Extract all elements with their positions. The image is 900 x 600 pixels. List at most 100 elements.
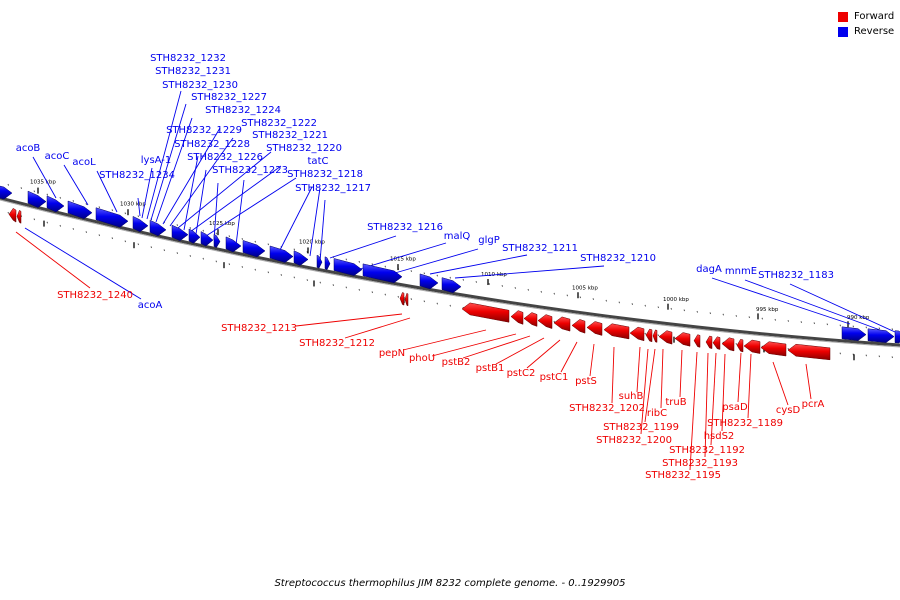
reverse-gene-label[interactable]: STH8232_1230 <box>162 80 238 91</box>
reverse-gene-label[interactable]: STH8232_1183 <box>758 270 834 281</box>
reverse-gene-label[interactable]: dagA <box>696 264 722 275</box>
forward-gene-label[interactable]: cysD <box>776 405 801 416</box>
forward-gene-arrow[interactable] <box>705 335 713 349</box>
reverse-gene-label[interactable]: STH8232_1217 <box>295 183 371 194</box>
forward-gene-arrow[interactable] <box>8 207 17 223</box>
forward-gene-arrow[interactable] <box>760 341 787 357</box>
forward-gene-arrow[interactable] <box>629 326 645 342</box>
reverse-gene-arrow[interactable] <box>324 256 331 271</box>
reverse-gene-arrow[interactable] <box>333 258 363 276</box>
reverse-gene-arrow[interactable] <box>362 263 403 284</box>
forward-gene-label[interactable]: STH8232_1200 <box>596 435 672 446</box>
forward-gene-label[interactable]: ribC <box>647 408 667 419</box>
reverse-gene-label[interactable]: mnmE <box>725 266 757 277</box>
forward-gene-label[interactable]: STH8232_1212 <box>299 338 375 349</box>
forward-gene-label[interactable]: suhB <box>619 391 644 402</box>
reverse-gene-arrow[interactable] <box>46 195 65 213</box>
reverse-gene-arrow[interactable] <box>200 231 214 247</box>
reverse-gene-arrow[interactable] <box>293 250 309 266</box>
forward-gene-arrow[interactable] <box>645 328 653 343</box>
reverse-gene-label[interactable]: STH8232_1211 <box>502 243 578 254</box>
forward-gene-label[interactable]: pstS <box>575 376 597 387</box>
forward-gene-label[interactable]: STH8232_1193 <box>662 458 738 469</box>
forward-gene-arrow[interactable] <box>16 209 22 224</box>
reverse-gene-arrow[interactable] <box>316 254 323 269</box>
forward-gene-label[interactable]: pstB1 <box>476 363 505 374</box>
reverse-gene-label[interactable]: acoB <box>16 143 41 154</box>
forward-gene-arrow[interactable] <box>721 337 735 352</box>
forward-gene-arrow[interactable] <box>658 330 673 345</box>
forward-gene-arrow[interactable] <box>537 314 553 329</box>
reverse-gene-label[interactable]: STH8232_1232 <box>150 53 226 64</box>
reverse-gene-label[interactable]: STH8232_1220 <box>266 143 342 154</box>
forward-gene-arrow[interactable] <box>603 323 630 340</box>
reverse-gene-arrow[interactable] <box>225 236 242 253</box>
reverse-gene-arrow[interactable] <box>242 240 266 258</box>
reverse-gene-label[interactable]: STH8232_1231 <box>155 66 231 77</box>
forward-gene-arrow[interactable] <box>404 292 409 307</box>
reverse-gene-label[interactable]: STH8232_1228 <box>174 139 250 150</box>
forward-gene-label[interactable]: STH8232_1240 <box>57 290 133 301</box>
forward-gene-label[interactable]: STH8232_1195 <box>645 470 721 481</box>
reverse-gene-arrow[interactable] <box>171 224 189 241</box>
forward-gene-label[interactable]: pstC1 <box>540 372 569 383</box>
reverse-gene-label[interactable]: STH8232_1234 <box>99 170 175 181</box>
forward-gene-arrow[interactable] <box>553 316 571 332</box>
reverse-gene-label[interactable]: STH8232_1223 <box>212 165 288 176</box>
forward-gene-arrow[interactable] <box>736 338 744 353</box>
forward-gene-label[interactable]: phoU <box>409 353 435 364</box>
forward-gene-label[interactable]: psaD <box>722 402 748 413</box>
reverse-gene-arrow[interactable] <box>269 245 294 263</box>
reverse-gene-arrow[interactable] <box>841 326 867 341</box>
forward-gene-arrow[interactable] <box>712 336 721 350</box>
reverse-gene-arrow[interactable] <box>188 228 201 244</box>
forward-gene-label[interactable]: pcrA <box>802 399 825 410</box>
reverse-gene-label[interactable]: STH8232_1210 <box>580 253 656 264</box>
forward-gene-label[interactable]: STH8232_1199 <box>603 422 679 433</box>
reverse-gene-label[interactable]: STH8232_1226 <box>187 152 263 163</box>
reverse-gene-label[interactable]: lysA-1 <box>141 155 172 166</box>
forward-gene-arrow[interactable] <box>652 329 658 343</box>
reverse-gene-arrow[interactable] <box>0 184 13 200</box>
forward-gene-label[interactable]: pstC2 <box>507 368 536 379</box>
forward-gene-label[interactable]: STH8232_1202 <box>569 403 645 414</box>
forward-gene-arrow[interactable] <box>571 319 586 334</box>
reverse-gene-arrow[interactable] <box>213 233 221 248</box>
reverse-gene-label[interactable]: glgP <box>478 235 500 246</box>
forward-gene-arrow[interactable] <box>510 310 524 325</box>
forward-gene-arrow[interactable] <box>523 312 538 327</box>
reverse-gene-label[interactable]: STH8232_1216 <box>367 222 443 233</box>
reverse-gene-label[interactable]: tatC <box>308 156 329 167</box>
forward-gene-arrow[interactable] <box>693 334 701 348</box>
reverse-gene-label[interactable]: STH8232_1227 <box>191 92 267 103</box>
forward-gene-label[interactable]: hsdS2 <box>704 431 735 442</box>
reverse-gene-arrow[interactable] <box>441 277 462 294</box>
reverse-gene-arrow[interactable] <box>95 207 129 228</box>
forward-gene-label[interactable]: STH8232_1213 <box>221 323 297 334</box>
reverse-gene-label[interactable]: malQ <box>444 231 471 242</box>
forward-gene-label[interactable]: STH8232_1192 <box>669 445 745 456</box>
reverse-gene-arrow[interactable] <box>67 200 93 220</box>
reverse-gene-label[interactable]: STH8232_1224 <box>205 105 281 116</box>
reverse-gene-arrow[interactable] <box>867 328 895 343</box>
reverse-gene-arrow[interactable] <box>149 219 167 237</box>
reverse-gene-label[interactable]: STH8232_1222 <box>241 118 317 129</box>
reverse-gene-label[interactable]: acoA <box>138 300 163 311</box>
forward-gene-arrow[interactable] <box>787 343 831 361</box>
forward-gene-arrow[interactable] <box>674 332 691 347</box>
forward-gene-arrow[interactable] <box>743 339 761 354</box>
reverse-gene-arrow[interactable] <box>132 215 149 233</box>
forward-gene-arrow[interactable] <box>399 292 405 306</box>
reverse-gene-arrow[interactable] <box>419 273 439 290</box>
forward-gene-label[interactable]: truB <box>665 397 686 408</box>
reverse-gene-label[interactable]: acoC <box>45 151 70 162</box>
forward-gene-label[interactable]: STH8232_1189 <box>707 418 783 429</box>
forward-gene-arrow[interactable] <box>586 321 603 336</box>
forward-gene-label[interactable]: pstB2 <box>442 357 471 368</box>
forward-gene-label[interactable]: pepN <box>379 348 405 359</box>
reverse-gene-label[interactable]: STH8232_1218 <box>287 169 363 180</box>
reverse-gene-label[interactable]: acoL <box>72 157 96 168</box>
reverse-gene-label[interactable]: STH8232_1221 <box>252 130 328 141</box>
reverse-gene-arrow[interactable] <box>894 330 900 344</box>
forward-gene-arrow[interactable] <box>461 302 510 323</box>
